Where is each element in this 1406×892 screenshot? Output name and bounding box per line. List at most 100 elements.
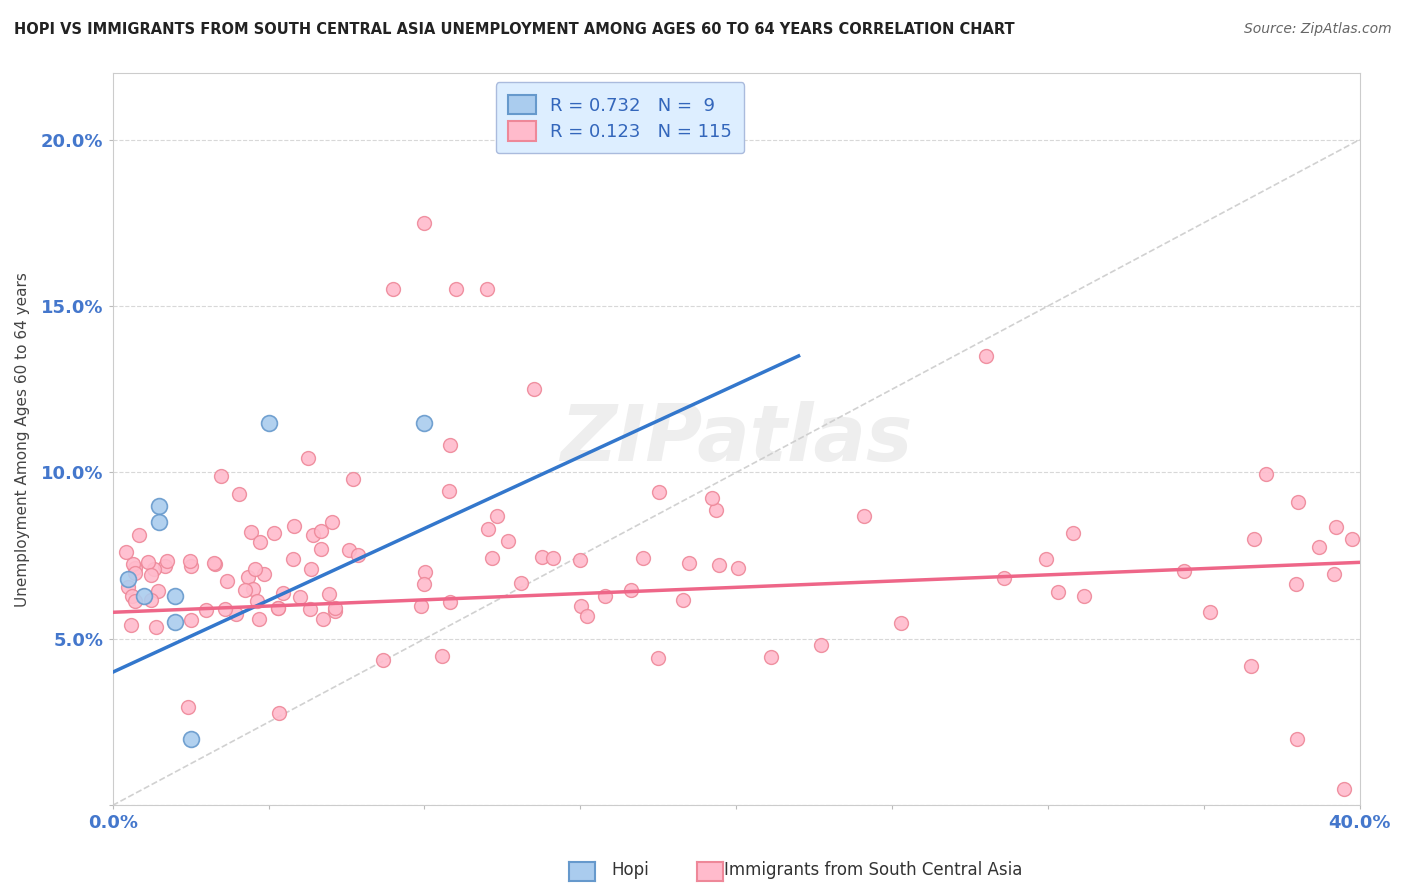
- Point: [204, 558, 226, 572]
- Point: [253, 566, 276, 581]
- Point: [1254, 467, 1277, 481]
- Y-axis label: Unemployment Among Ages 60 to 64 years: Unemployment Among Ages 60 to 64 years: [15, 272, 30, 607]
- Point: [648, 485, 671, 500]
- Point: [214, 601, 236, 615]
- Point: [702, 491, 724, 506]
- Point: [228, 486, 250, 500]
- Point: [727, 560, 749, 574]
- Point: [179, 554, 201, 568]
- Text: Hopi: Hopi: [612, 861, 650, 879]
- Point: [269, 706, 291, 720]
- Point: [136, 555, 159, 569]
- Point: [409, 599, 432, 613]
- Point: [124, 566, 146, 580]
- Point: [510, 576, 533, 591]
- Point: [342, 472, 364, 486]
- Point: [115, 545, 138, 559]
- Point: [257, 416, 280, 430]
- Point: [704, 502, 727, 516]
- Point: [853, 508, 876, 523]
- Point: [890, 615, 912, 630]
- Point: [631, 551, 654, 566]
- Point: [477, 522, 499, 536]
- Point: [569, 599, 592, 613]
- Point: [707, 558, 730, 573]
- Point: [124, 593, 146, 607]
- Point: [240, 525, 263, 540]
- Point: [120, 618, 142, 632]
- Point: [245, 561, 267, 575]
- Point: [309, 541, 332, 556]
- Point: [146, 583, 169, 598]
- Point: [132, 589, 155, 603]
- Point: [1239, 658, 1261, 673]
- Point: [974, 349, 997, 363]
- Text: HOPI VS IMMIGRANTS FROM SOUTH CENTRAL ASIA UNEMPLOYMENT AMONG AGES 60 TO 64 YEAR: HOPI VS IMMIGRANTS FROM SOUTH CENTRAL AS…: [14, 22, 1015, 37]
- Point: [242, 582, 264, 597]
- Point: [543, 551, 565, 566]
- Point: [382, 282, 405, 296]
- Text: ZIPatlas: ZIPatlas: [560, 401, 912, 477]
- Point: [522, 382, 544, 396]
- Point: [283, 518, 305, 533]
- Point: [283, 552, 305, 566]
- Point: [202, 556, 225, 570]
- Point: [194, 603, 217, 617]
- Point: [299, 562, 322, 576]
- Point: [267, 601, 290, 615]
- Point: [321, 516, 343, 530]
- Point: [217, 574, 239, 589]
- Point: [1046, 585, 1069, 599]
- Point: [180, 613, 202, 627]
- Point: [444, 282, 467, 296]
- Point: [1308, 541, 1330, 555]
- Point: [1333, 781, 1355, 796]
- Point: [249, 535, 271, 549]
- Point: [439, 595, 461, 609]
- Point: [485, 508, 508, 523]
- Point: [246, 594, 269, 608]
- Point: [148, 499, 170, 513]
- Point: [145, 620, 167, 634]
- Point: [371, 653, 394, 667]
- Point: [672, 592, 695, 607]
- Point: [1198, 605, 1220, 619]
- Point: [1035, 551, 1057, 566]
- Point: [1323, 567, 1346, 582]
- Point: [288, 591, 311, 605]
- Point: [163, 615, 186, 630]
- Point: [432, 648, 454, 663]
- Point: [810, 638, 832, 652]
- Point: [148, 516, 170, 530]
- Point: [117, 572, 139, 586]
- Point: [318, 587, 340, 601]
- Point: [439, 438, 461, 452]
- Point: [993, 571, 1015, 585]
- Point: [347, 548, 370, 562]
- Point: [413, 565, 436, 579]
- Point: [266, 601, 288, 615]
- Point: [128, 527, 150, 541]
- Point: [323, 601, 346, 615]
- Point: [121, 590, 143, 604]
- Point: [475, 282, 498, 296]
- Point: [163, 589, 186, 603]
- Point: [412, 577, 434, 591]
- Legend: R = 0.732   N =  9, R = 0.123   N = 115: R = 0.732 N = 9, R = 0.123 N = 115: [496, 82, 745, 153]
- Point: [236, 570, 259, 584]
- Point: [180, 559, 202, 574]
- Point: [620, 583, 643, 598]
- Text: Immigrants from South Central Asia: Immigrants from South Central Asia: [724, 861, 1022, 879]
- Point: [273, 586, 295, 600]
- Point: [1324, 519, 1347, 533]
- Point: [297, 451, 319, 466]
- Point: [311, 612, 333, 626]
- Point: [1062, 525, 1084, 540]
- Text: Source: ZipAtlas.com: Source: ZipAtlas.com: [1244, 22, 1392, 37]
- Point: [247, 612, 270, 626]
- Point: [1286, 731, 1309, 746]
- Point: [323, 604, 346, 618]
- Point: [1173, 564, 1195, 578]
- Point: [176, 700, 198, 714]
- Point: [301, 528, 323, 542]
